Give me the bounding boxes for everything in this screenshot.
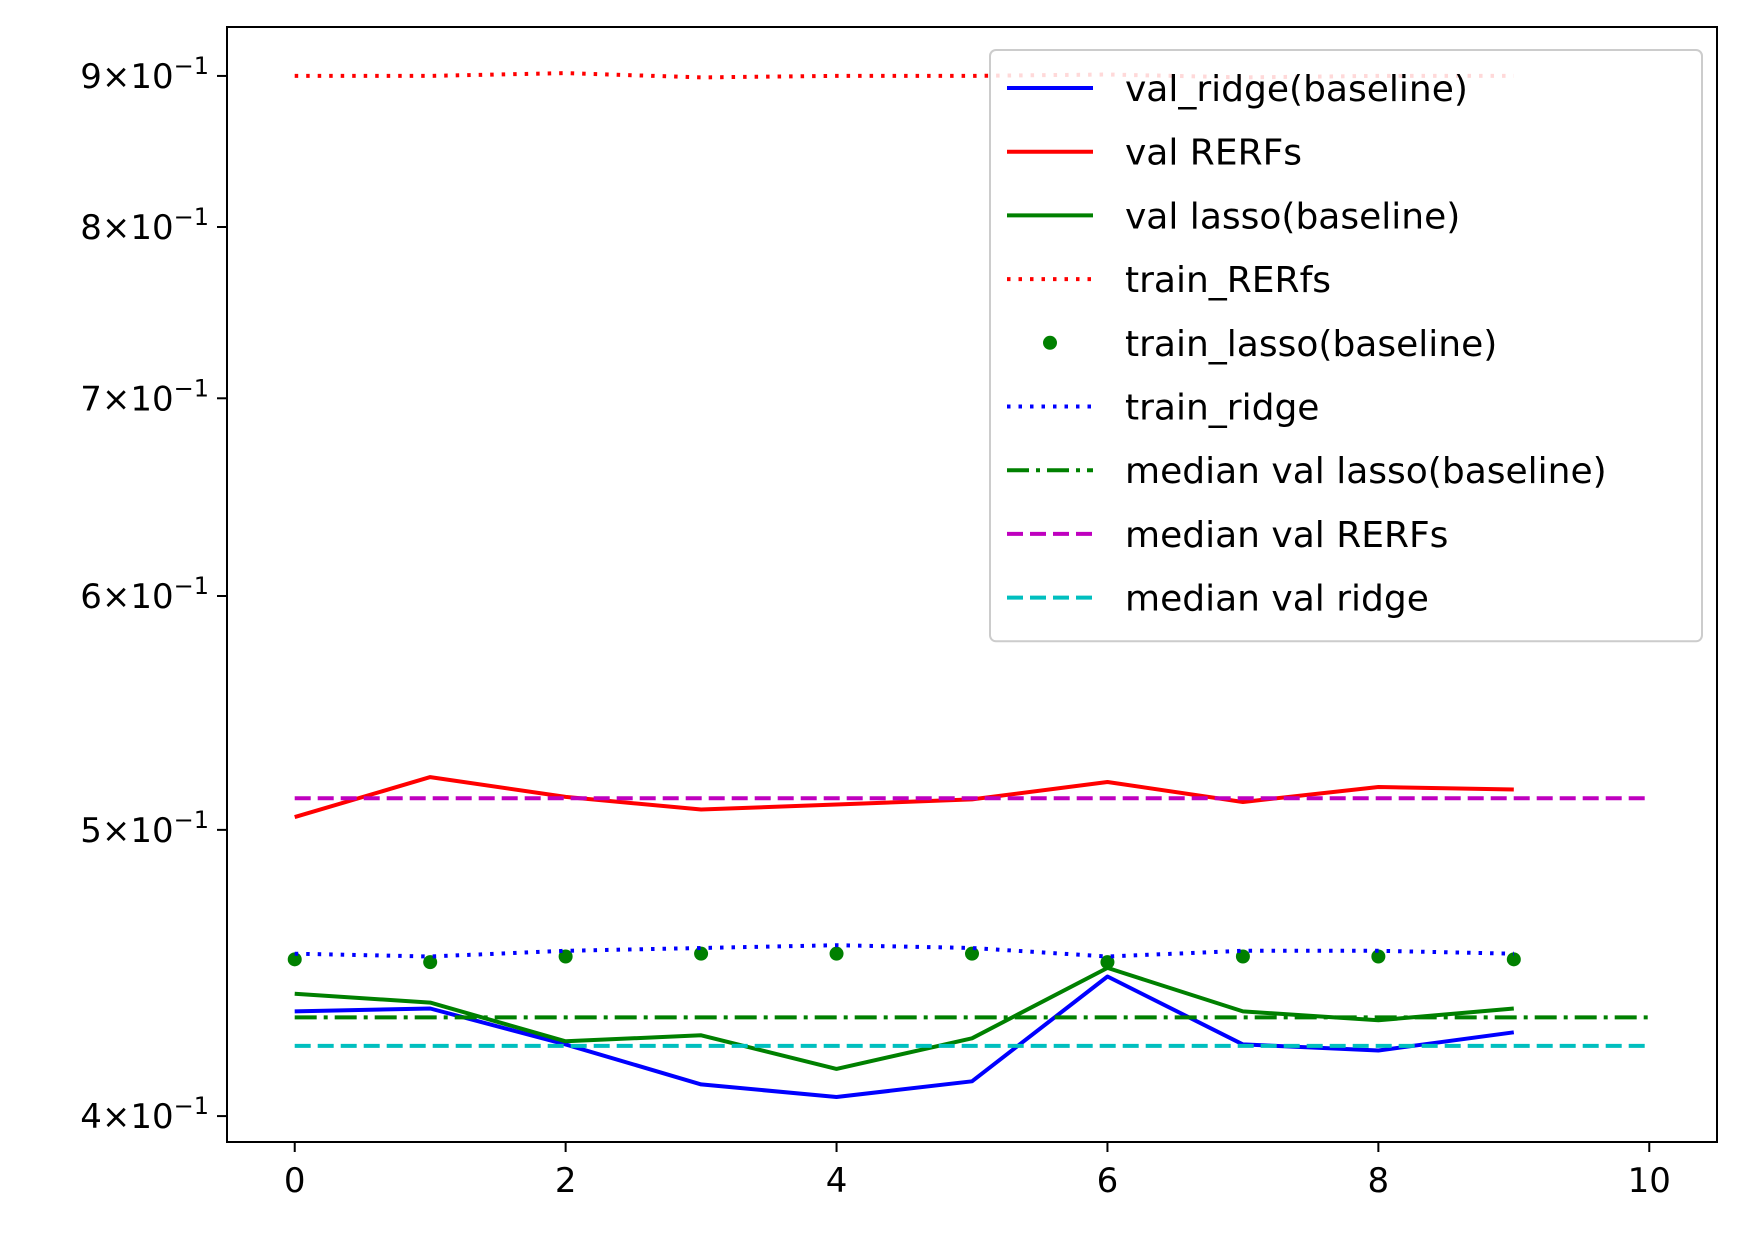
series-train-ridge-line (294, 943, 1514, 959)
legend-label: train_RERfs (1125, 260, 1331, 301)
y-tick-label: 7×10−1 (80, 374, 209, 419)
x-tick-label: 8 (1368, 1161, 1390, 1201)
legend-label: train_lasso(baseline) (1125, 324, 1497, 365)
legend-box (989, 49, 1703, 643)
data-point-train-lasso-baseline-3 (694, 946, 709, 961)
series-train-rerfs-line (294, 71, 1514, 80)
y-axis: 4×10−1 5×10−1 6×10−1 7×10−1 8×10−1 9×10−1 (80, 52, 227, 1137)
y-tick-label: 8×10−1 (80, 203, 209, 248)
y-tick-label: 9×10−1 (80, 52, 209, 97)
legend-label: val lasso(baseline) (1125, 196, 1460, 237)
legend-item-train-rerfs: train_RERfs (1007, 260, 1331, 301)
data-point-train-lasso-baseline-1 (423, 955, 438, 970)
data-point-train-lasso-baseline-4 (829, 946, 844, 961)
series-val-ridge-baseline-line (294, 974, 1515, 1099)
data-point-train-lasso-baseline-8 (1371, 949, 1386, 964)
plot-frame (226, 26, 1718, 1143)
legend-swatch (1043, 335, 1057, 350)
legend-label: val_ridge(baseline) (1125, 69, 1468, 110)
series-train-lasso-baseline-points (287, 946, 1521, 970)
series-val-rerfs-line (294, 775, 1514, 820)
legend-item-train-ridge: train_ridge (1007, 388, 1319, 429)
legend-item-median-val-rerfs: median val RERFs (1007, 515, 1448, 556)
legend-label: median val RERFs (1125, 515, 1448, 556)
x-axis: 0 2 4 6 8 10 (284, 1142, 1671, 1201)
data-point-train-lasso-baseline-6 (1100, 955, 1115, 970)
x-tick-label: 6 (1097, 1161, 1119, 1201)
legend-item-val-rerfs: val RERFs (1007, 133, 1302, 174)
data-point-train-lasso-baseline-5 (965, 946, 979, 961)
legend-label: median val lasso(baseline) (1125, 451, 1607, 492)
legend-item-median-val-ridge: median val ridge (1007, 579, 1429, 620)
legend-label: median val ridge (1125, 579, 1429, 620)
data-point-train-lasso-baseline-9 (1506, 952, 1521, 967)
y-tick-label: 6×10−1 (80, 572, 209, 617)
x-tick-label: 4 (826, 1161, 848, 1201)
y-tick-label: 5×10−1 (80, 806, 209, 851)
legend-item-median-val-lasso-baseline: median val lasso(baseline) (1007, 451, 1607, 492)
y-tick-label: 4×10−1 (80, 1092, 209, 1137)
x-tick-label: 0 (284, 1161, 306, 1201)
legend-label: val RERFs (1125, 133, 1302, 174)
x-tick-label: 2 (555, 1161, 577, 1201)
legend-item-val-lasso-baseline: val lasso(baseline) (1007, 196, 1460, 237)
legend-item-val-ridge-baseline: val_ridge(baseline) (1007, 69, 1468, 110)
legend-label: train_ridge (1125, 388, 1319, 429)
x-tick-label: 10 (1628, 1161, 1671, 1201)
legend: val_ridge(baseline)val RERFs val lasso(ba… (989, 49, 1703, 643)
plot-series-group (287, 71, 1650, 1099)
legend-item-train-lasso-baseline: train_lasso(baseline) (1043, 324, 1497, 365)
data-point-train-lasso-baseline-0 (287, 952, 302, 967)
data-point-train-lasso-baseline-2 (558, 949, 573, 964)
data-point-train-lasso-baseline-7 (1235, 949, 1250, 964)
